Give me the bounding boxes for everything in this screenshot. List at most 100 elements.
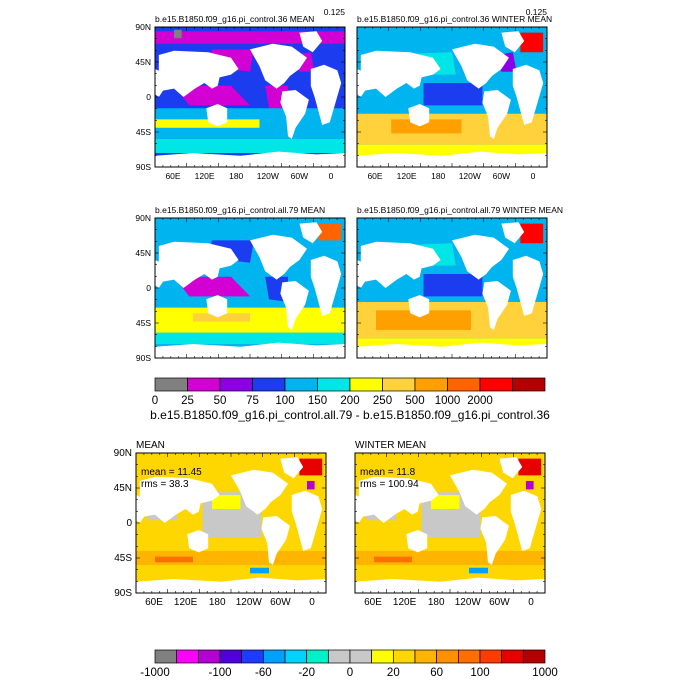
lon-tick-label: 120W	[459, 171, 481, 181]
map-panel: b.e15.B1850.f09_g16.pi_control.all.79 WI…	[356, 205, 563, 359]
colorbar-label: 20	[387, 667, 400, 679]
land-mask-namerica	[231, 469, 288, 515]
colorbar-label: -1000	[140, 667, 169, 679]
lat-tick-label: 90S	[136, 162, 151, 172]
stats-rms: rms = 38.3	[141, 479, 189, 490]
land-mask-namerica	[450, 469, 507, 515]
lon-tick-label: 60E	[145, 597, 163, 608]
land-mask-africa_w	[357, 69, 369, 97]
land-mask-australia	[406, 530, 428, 553]
ocean-color-patch	[155, 31, 345, 44]
ocean-color-patch	[526, 481, 534, 490]
land-mask-namerica	[452, 43, 509, 89]
colorbar-swatch	[479, 649, 503, 664]
land-mask-samerica	[482, 281, 511, 330]
land-mask-africa_w	[155, 69, 167, 97]
lon-tick-label: 120E	[393, 597, 417, 608]
lat-tick-label: 0	[146, 92, 151, 102]
land-mask-australia	[206, 104, 228, 127]
colorbar-swatch	[317, 377, 351, 392]
map-field	[155, 218, 345, 358]
ocean-color-patch	[469, 567, 488, 574]
land-mask-eurasia	[360, 241, 441, 288]
map-field	[355, 453, 545, 593]
lat-tick-label: 45S	[136, 127, 151, 137]
stats-mean: mean = 11.45	[141, 467, 202, 478]
lon-tick-label: 60E	[165, 171, 180, 181]
ocean-color-patch	[174, 276, 250, 297]
land-mask-greenland	[280, 457, 304, 479]
land-mask-africa	[310, 64, 342, 125]
colorbar-swatch	[219, 377, 253, 392]
lon-tick-label: 120E	[195, 171, 215, 181]
ocean-color-patch	[431, 495, 460, 509]
map-field	[357, 218, 547, 358]
lon-tick-label: 0	[528, 597, 534, 608]
map-panel: b.e15.B1850.f09_g16.pi_control.36 MEAN 0.…	[135, 7, 346, 181]
lat-tick-label: 45N	[114, 483, 132, 494]
lat-tick-label: 0	[126, 518, 132, 529]
colorbar-label: 500	[405, 395, 424, 407]
ocean-color-patch	[520, 223, 544, 244]
land-mask-greenland	[299, 31, 323, 53]
land-mask-antarctica	[357, 151, 547, 167]
ocean-color-patch	[518, 458, 542, 476]
colorbar-swatch	[241, 649, 264, 664]
land-mask-africa_w	[136, 495, 148, 523]
ocean-color-patch	[318, 223, 342, 241]
colorbar-swatch	[284, 377, 318, 392]
land-mask-eurasia	[158, 241, 239, 288]
stats-rms: rms = 100.94	[360, 479, 419, 490]
land-mask-samerica	[261, 516, 290, 565]
colorbar-swatch	[262, 649, 286, 664]
colorbar-swatch	[414, 377, 448, 392]
lon-tick-label: 180	[209, 597, 226, 608]
colorbar-label: 75	[246, 395, 259, 407]
colorbar-swatch	[447, 377, 481, 392]
ocean-color-patch	[155, 139, 345, 153]
ocean-color-patch	[391, 119, 462, 134]
panel-title: b.e15.B1850.f09_g16.pi_control.36 MEAN	[155, 14, 314, 24]
colorbar-swatch	[479, 377, 513, 392]
colorbar-label: 0	[152, 395, 158, 407]
ocean-color-patch	[307, 481, 315, 490]
colorbar-swatch	[306, 649, 329, 664]
ocean-color-patch	[423, 274, 483, 297]
colorbar-swatch	[501, 649, 524, 664]
colorbar-swatch	[327, 649, 351, 664]
colorbar-label: 1000	[435, 395, 461, 407]
lon-tick-label: 0	[309, 597, 315, 608]
colorbar-label: 50	[214, 395, 227, 407]
land-mask-australia	[187, 530, 209, 553]
land-mask-eurasia	[358, 476, 439, 523]
colorbar-swatch	[371, 649, 394, 664]
lon-tick-label: 120W	[257, 171, 279, 181]
land-mask-eurasia	[158, 50, 239, 97]
land-mask-africa	[512, 64, 544, 125]
land-mask-antarctica	[155, 151, 345, 167]
lon-tick-label: 60W	[493, 171, 510, 181]
ocean-color-patch	[376, 310, 471, 330]
land-mask-greenland	[499, 457, 523, 479]
map-field	[136, 453, 326, 593]
map-field	[155, 27, 345, 167]
map-panel: b.e15.B1850.f09_g16.pi_control.36 WINTER…	[356, 7, 552, 181]
colorbar-swatch	[187, 377, 221, 392]
land-mask-greenland	[501, 222, 525, 244]
ocean-color-patch	[212, 495, 241, 509]
colorbar-label: -20	[298, 667, 315, 679]
ocean-color-patch	[155, 332, 345, 344]
colorbar-swatch	[457, 649, 481, 664]
lon-tick-label: 60W	[291, 171, 308, 181]
colorbar-label: -60	[255, 667, 272, 679]
map-panel: WINTER MEAN 60E 120E 180 120W 60W 0 mean = 11.8…	[354, 440, 546, 608]
colorbar-swatch	[284, 649, 308, 664]
map-panel: MEAN 90N 45N 0 45S 90S 60E 120E 180 120W 60W 0 mean …	[114, 440, 327, 608]
panel-title: b.e15.B1850.f09_g16.pi_control.36 WINTER…	[357, 14, 552, 24]
land-mask-greenland	[299, 222, 323, 244]
ocean-color-patch	[174, 29, 182, 39]
lon-tick-label: 180	[229, 171, 243, 181]
panel-title: MEAN	[136, 440, 165, 451]
lon-tick-label: 60W	[489, 597, 510, 608]
lon-tick-label: 60W	[270, 597, 291, 608]
